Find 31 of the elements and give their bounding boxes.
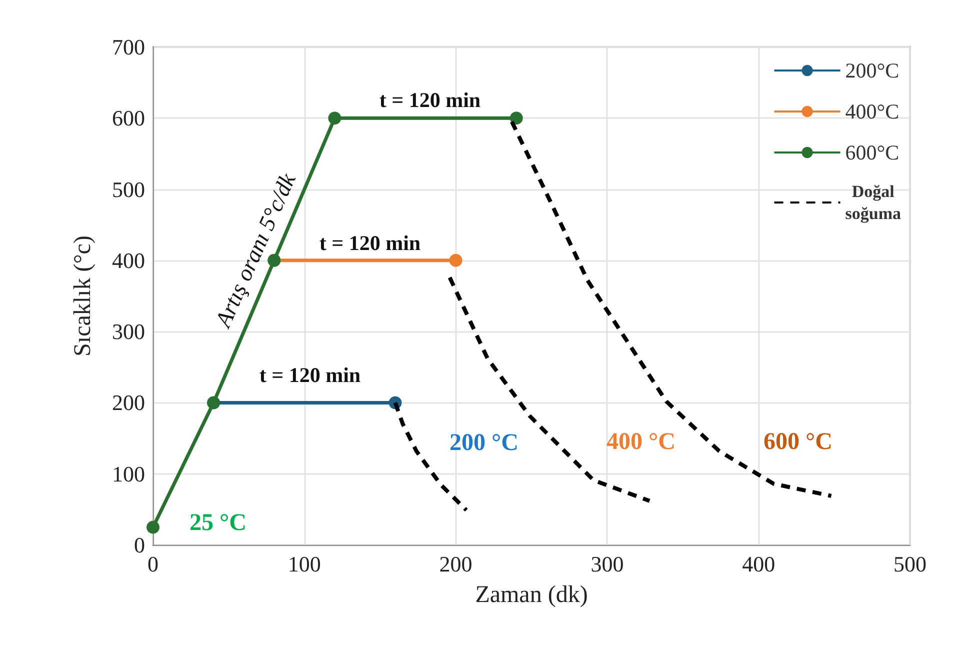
y-axis-title: Sıcaklık (°c) (70, 236, 96, 356)
x-tick-label: 300 (590, 552, 624, 576)
point (328, 112, 342, 125)
y-tick-label: 500 (112, 176, 145, 202)
annotation: 600 °C (764, 429, 832, 455)
annotation: 200 °C (450, 430, 518, 456)
point (146, 520, 160, 534)
y-tick-label: 100 (112, 461, 145, 486)
y-tick-label: 200 (112, 390, 145, 416)
legend-label: 600°C (845, 140, 900, 164)
x-tick-label: 400 (742, 552, 776, 576)
legend-label: Doğal soğuma (845, 182, 902, 223)
x-tick-label: 500 (894, 552, 926, 576)
y-tick-label: 700 (112, 34, 145, 60)
point (510, 112, 523, 125)
x-tick-label: 200 (439, 552, 472, 576)
annotation: Artış oranı 5°c/dk (208, 168, 301, 333)
y-tick-label: 300 (112, 319, 145, 344)
point (449, 254, 462, 267)
x-axis-title: Zaman (dk) (475, 582, 588, 608)
legend-label: 200°C (845, 58, 900, 82)
annotation: t = 120 min (379, 88, 481, 112)
y-tick-label: 0 (134, 532, 145, 558)
annotation: t = 120 min (259, 363, 361, 387)
x-tick-label: 100 (288, 552, 321, 576)
annotation: 400 °C (606, 429, 676, 455)
y-tick-label: 600 (112, 106, 145, 131)
y-tick-label: 400 (112, 248, 145, 273)
legend-label: 400°C (845, 100, 900, 124)
annotation: 25 °C (190, 510, 246, 536)
annotation: t = 120 min (319, 231, 421, 255)
